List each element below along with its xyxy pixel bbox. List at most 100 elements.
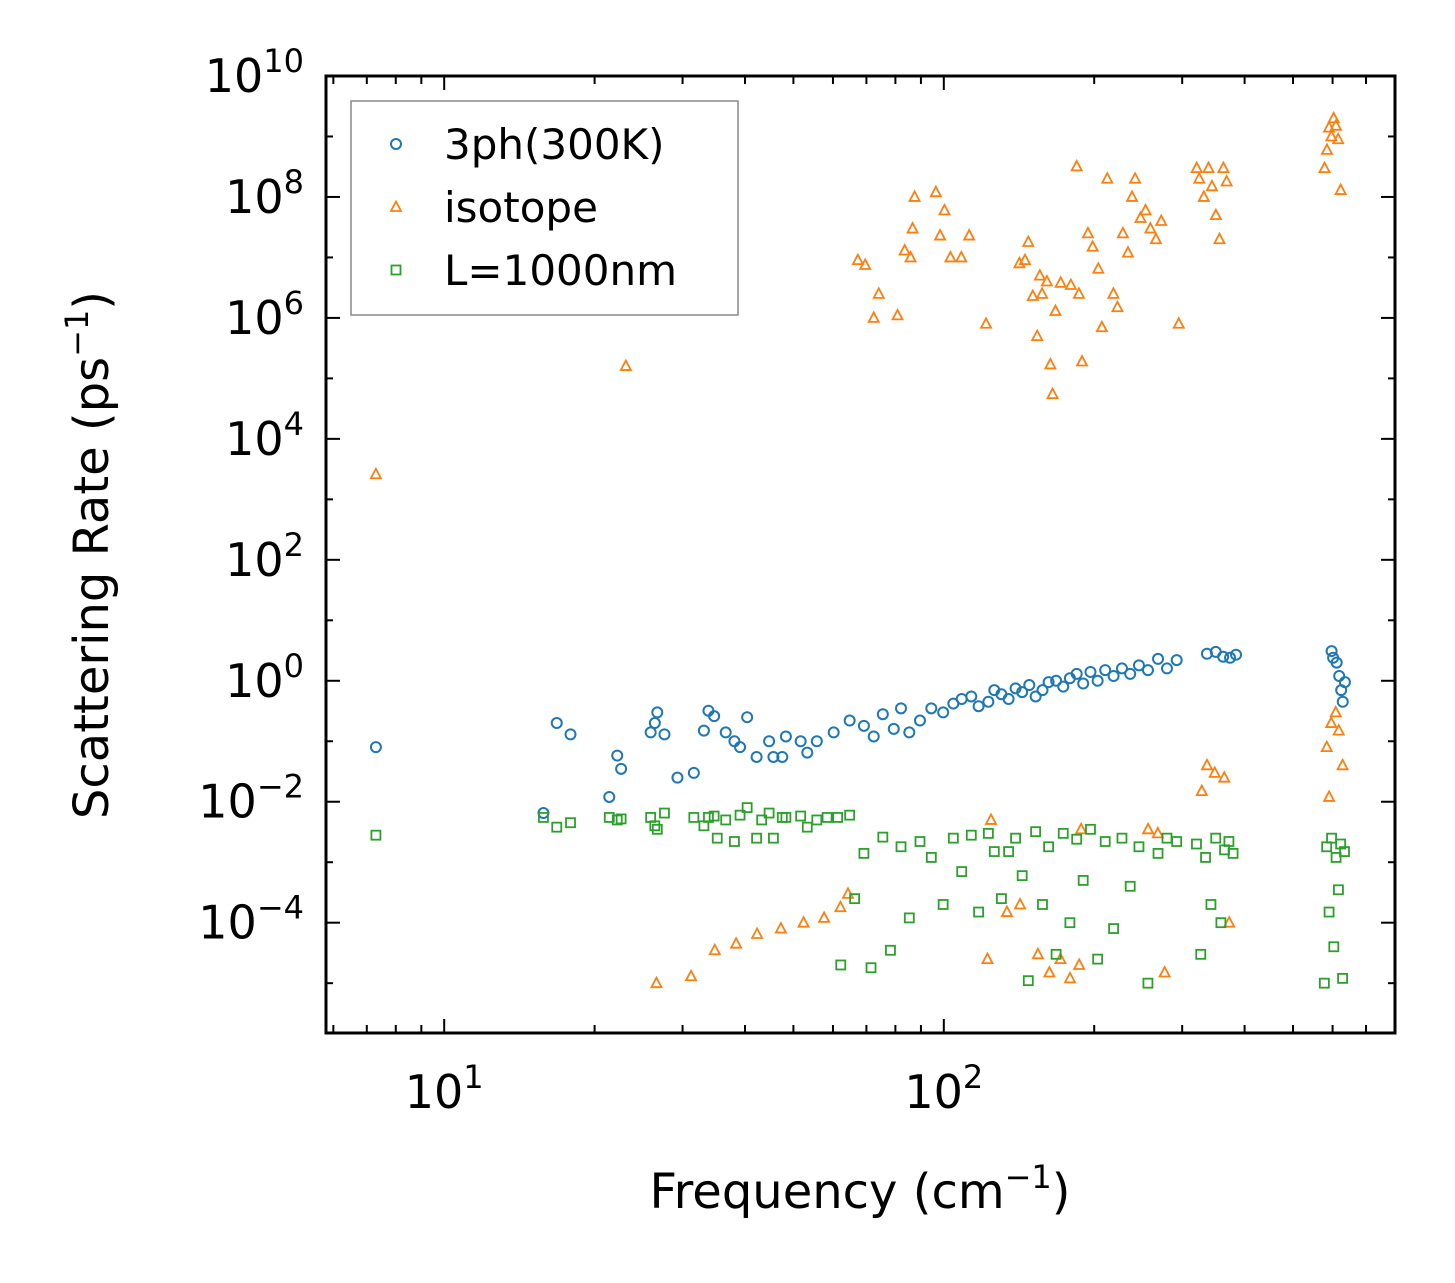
circle-point: [1230, 648, 1243, 661]
triangle-point: [1116, 225, 1130, 239]
triangle-point: [1141, 821, 1155, 835]
series-triangle: [369, 110, 1350, 989]
square-point: [1043, 841, 1055, 853]
y-tick-label: 108: [225, 163, 304, 224]
triangle-point: [1012, 255, 1026, 269]
square-point: [1108, 923, 1119, 934]
square-point: [1133, 841, 1145, 853]
triangle-point: [1100, 171, 1114, 184]
circle-point: [1115, 662, 1128, 675]
triangle-point: [1095, 319, 1109, 333]
square-point: [1328, 941, 1340, 953]
square-point: [1171, 836, 1183, 847]
plot-frame: [324, 74, 1397, 1035]
triangle-point: [867, 310, 881, 323]
triangle-point: [1318, 160, 1332, 174]
triangle-point: [1035, 286, 1049, 299]
triangle-point: [1200, 757, 1214, 771]
triangle-point: [1320, 739, 1334, 753]
triangle-point: [1327, 110, 1341, 124]
y-tick-label: 100: [225, 647, 304, 708]
triangle-point: [729, 936, 743, 949]
triangle-point: [891, 307, 905, 321]
square-point: [1339, 846, 1350, 857]
triangle-point: [1048, 303, 1062, 316]
square-point: [858, 847, 870, 859]
square-point: [849, 893, 861, 905]
triangle-point: [1125, 189, 1139, 202]
circle-point: [1029, 690, 1042, 703]
triangle-point: [1121, 245, 1135, 258]
circle-point: [810, 735, 823, 748]
square-point: [801, 821, 813, 833]
square-point: [1200, 852, 1211, 863]
tick-labels-layer: 101 102 10−4 10−2 100 102 104 106 108 1010: [198, 42, 983, 1119]
circle-point: [827, 726, 840, 739]
square-point: [1071, 833, 1083, 845]
square-point: [1142, 977, 1154, 989]
circle-point: [876, 708, 889, 721]
triangle-point: [898, 243, 912, 256]
legend-marker-circle: [390, 138, 402, 150]
square-point: [956, 866, 968, 877]
legend-marker-triangle: [389, 199, 403, 212]
triangle-point: [1043, 357, 1057, 370]
circle-point: [972, 700, 985, 713]
square-point: [1116, 832, 1128, 844]
circle-point: [1002, 692, 1015, 705]
triangle-point: [1018, 252, 1032, 266]
triangle-point: [1000, 904, 1014, 917]
series-circle: [369, 645, 1351, 820]
square-point: [988, 846, 1000, 857]
square-point: [1323, 906, 1335, 918]
square-point: [1010, 832, 1021, 844]
triangle-point: [904, 250, 918, 263]
circle-point: [776, 750, 789, 763]
square-point: [1092, 953, 1104, 965]
circle-point: [1141, 664, 1154, 677]
x-tick-label: 102: [904, 1058, 983, 1119]
square-point: [1085, 823, 1096, 835]
square-point: [1227, 847, 1239, 859]
triangle-point: [984, 812, 998, 825]
triangle-point: [1033, 268, 1047, 281]
square-point: [1223, 836, 1235, 847]
triangle-point: [1195, 783, 1209, 796]
triangle-point: [817, 910, 831, 923]
circle-point: [611, 749, 624, 762]
triangle-point: [797, 915, 811, 928]
triangle-point: [1042, 965, 1056, 978]
triangle-point: [943, 250, 957, 263]
circle-point: [887, 722, 900, 735]
circle-point: [1132, 659, 1145, 672]
triangle-point: [872, 286, 886, 299]
square-point: [1016, 870, 1028, 882]
triangle-point: [906, 221, 920, 234]
triangle-point: [1091, 261, 1105, 274]
circle-point: [1217, 650, 1230, 663]
y-tick-label: 106: [225, 284, 304, 345]
triangle-point: [841, 886, 855, 899]
x-tick-label: 101: [405, 1058, 484, 1119]
triangle-point: [1154, 213, 1168, 226]
square-point: [1330, 852, 1342, 863]
square-point: [1030, 826, 1042, 838]
triangle-point: [1172, 316, 1186, 329]
circle-point: [1042, 676, 1055, 689]
square-point: [1003, 846, 1015, 857]
legend-label: 3ph(300K): [444, 120, 664, 169]
triangle-point: [1208, 765, 1222, 778]
square-point: [1124, 880, 1136, 892]
circle-point: [687, 766, 700, 779]
square-point: [1152, 847, 1164, 859]
circle-point: [741, 711, 754, 724]
square-point: [973, 906, 985, 918]
triangle-point: [1072, 957, 1086, 970]
square-point: [844, 809, 856, 821]
square-point: [734, 809, 746, 821]
square-point: [565, 817, 576, 829]
y-tick-label: 10−4: [198, 889, 304, 950]
square-point: [741, 802, 753, 813]
square-point: [729, 836, 740, 847]
circle-point: [925, 702, 938, 715]
